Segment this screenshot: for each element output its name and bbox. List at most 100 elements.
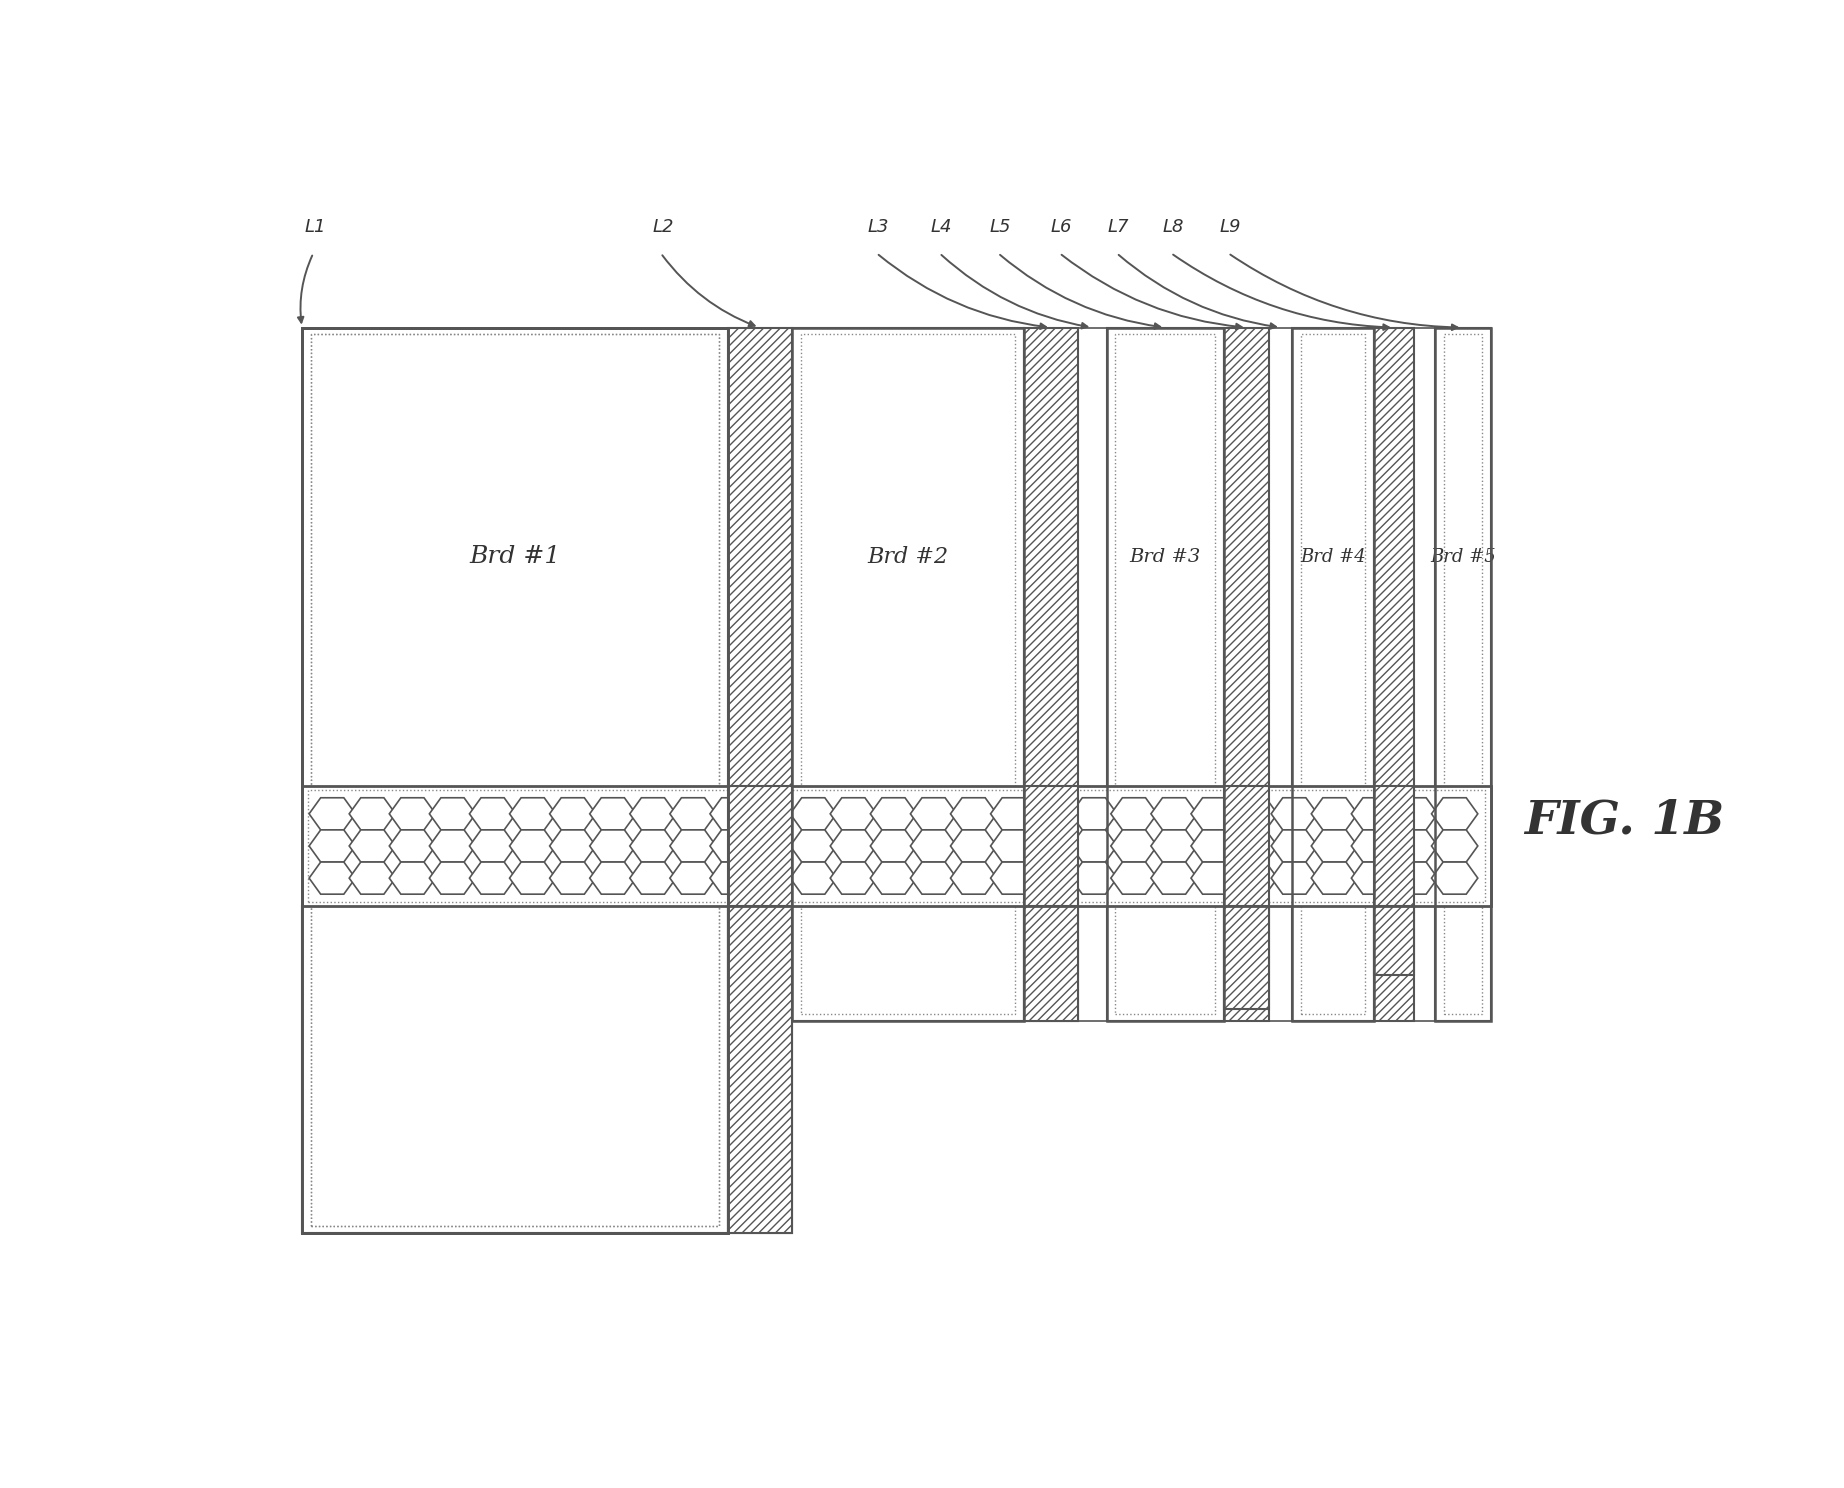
Polygon shape [430,830,476,862]
Text: L8: L8 [1162,217,1184,235]
Polygon shape [830,830,876,862]
Text: L2: L2 [653,217,673,235]
Text: L5: L5 [990,217,1011,235]
Polygon shape [1431,798,1477,830]
Polygon shape [1071,830,1117,862]
Polygon shape [710,798,756,830]
Bar [1269,327,1293,1021]
Polygon shape [830,798,876,830]
Polygon shape [1071,798,1117,830]
Polygon shape [911,830,957,862]
Polygon shape [349,798,395,830]
Polygon shape [1151,862,1197,894]
Bar [1224,906,1269,1009]
Polygon shape [830,862,876,894]
Polygon shape [1431,862,1477,894]
Bar [1374,906,1414,975]
Polygon shape [911,862,957,894]
Bar [1106,327,1224,1021]
Polygon shape [509,862,555,894]
Polygon shape [751,798,797,830]
Polygon shape [1311,862,1357,894]
Polygon shape [470,862,516,894]
Polygon shape [1110,830,1158,862]
Text: Brd #4: Brd #4 [1300,548,1366,565]
Text: L4: L4 [931,217,952,235]
Polygon shape [990,798,1036,830]
Bar [1414,327,1435,1021]
Polygon shape [990,830,1036,862]
Polygon shape [550,798,596,830]
Polygon shape [590,798,636,830]
Polygon shape [669,798,715,830]
Text: Brd #5: Brd #5 [1431,548,1495,565]
Polygon shape [1110,798,1158,830]
Text: Brd #2: Brd #2 [867,546,948,567]
Polygon shape [310,798,356,830]
Polygon shape [870,830,916,862]
Bar [302,327,728,1232]
Bar [1435,327,1492,1021]
Polygon shape [1191,798,1237,830]
Polygon shape [710,830,756,862]
Bar [302,327,728,1232]
Polygon shape [870,862,916,894]
Polygon shape [1352,830,1398,862]
Polygon shape [789,830,837,862]
Bar [1023,906,1079,1021]
Polygon shape [1392,798,1438,830]
Polygon shape [1352,862,1398,894]
Bar [302,786,1492,906]
Polygon shape [509,798,555,830]
Polygon shape [389,798,435,830]
Polygon shape [1232,798,1278,830]
Polygon shape [1392,830,1438,862]
Polygon shape [1431,830,1477,862]
Polygon shape [669,830,715,862]
Polygon shape [751,830,797,862]
Bar [310,335,719,1226]
Polygon shape [1311,830,1357,862]
Text: L1: L1 [304,217,326,235]
Polygon shape [590,830,636,862]
Polygon shape [550,862,596,894]
Polygon shape [470,830,516,862]
Polygon shape [430,798,476,830]
Bar [1079,327,1106,1021]
Bar [1224,786,1269,906]
Polygon shape [789,862,837,894]
Polygon shape [310,830,356,862]
Text: L3: L3 [869,217,889,235]
Polygon shape [1232,830,1278,862]
Polygon shape [669,862,715,894]
Polygon shape [389,862,435,894]
Polygon shape [1352,798,1398,830]
Bar [1435,327,1492,1021]
Bar [308,790,1484,902]
Bar [793,327,1023,1021]
Polygon shape [470,798,516,830]
Polygon shape [1191,862,1237,894]
Polygon shape [550,830,596,862]
Polygon shape [631,862,677,894]
Polygon shape [1271,862,1317,894]
Polygon shape [631,830,677,862]
Bar [1224,327,1269,1021]
Polygon shape [1271,830,1317,862]
Polygon shape [710,862,756,894]
Text: L7: L7 [1108,217,1130,235]
Text: Brd #1: Brd #1 [468,545,561,568]
Polygon shape [1071,862,1117,894]
Polygon shape [590,862,636,894]
Bar [800,335,1014,1013]
Polygon shape [389,830,435,862]
Polygon shape [950,798,998,830]
Bar [1300,335,1365,1013]
Polygon shape [349,830,395,862]
Polygon shape [1232,862,1278,894]
Bar [302,327,728,1232]
Bar [302,906,728,1232]
Bar [310,335,719,1226]
Polygon shape [789,798,837,830]
Polygon shape [509,830,555,862]
